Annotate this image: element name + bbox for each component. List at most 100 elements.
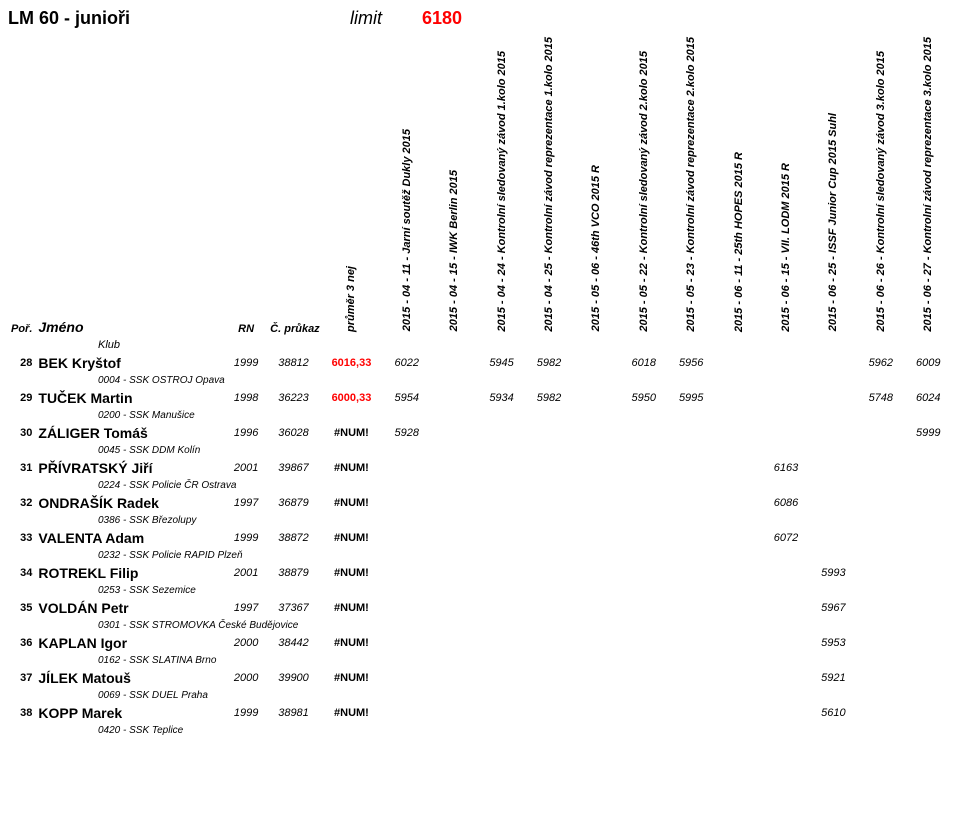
col-event-6: 2015 - 05 - 23 - Kontrolní závod repreze… xyxy=(667,35,714,337)
cell-event xyxy=(905,493,952,513)
cell-event: 5934 xyxy=(478,388,525,408)
cell-event xyxy=(905,528,952,548)
cell-event xyxy=(383,598,430,618)
cell-event xyxy=(573,458,620,478)
club-row: 0253 - SSK Sezemice xyxy=(8,583,952,598)
table-row: 30ZÁLIGER Tomáš199636028#NUM!59285999 xyxy=(8,423,952,443)
table-row: 29TUČEK Martin1998362236000,335954593459… xyxy=(8,388,952,408)
cell-event xyxy=(715,528,762,548)
cell-event xyxy=(383,493,430,513)
cell-event xyxy=(620,703,667,723)
cell-event xyxy=(383,458,430,478)
cell-event: 5748 xyxy=(857,388,904,408)
cell-event xyxy=(857,598,904,618)
table-body: 28BEK Kryštof1999388126016,3360225945598… xyxy=(8,353,952,738)
cell-event xyxy=(905,563,952,583)
cell-event xyxy=(478,423,525,443)
cell-event: 5610 xyxy=(810,703,857,723)
cell-event xyxy=(573,703,620,723)
cell-event xyxy=(620,598,667,618)
cell-event xyxy=(667,703,714,723)
cell-event xyxy=(667,633,714,653)
cell-event xyxy=(715,563,762,583)
cell-event xyxy=(715,668,762,688)
cell-rank: 28 xyxy=(8,353,35,373)
cell-rank: 36 xyxy=(8,633,35,653)
cell-event xyxy=(762,598,809,618)
cell-event xyxy=(715,353,762,373)
page-header: LM 60 - junioři limit 6180 xyxy=(8,8,952,29)
table-row: 31PŘÍVRATSKÝ Jiří200139867#NUM!6163 xyxy=(8,458,952,478)
cell-event xyxy=(620,633,667,653)
cell-event xyxy=(383,528,430,548)
cell-event: 5953 xyxy=(810,633,857,653)
cell-rank: 35 xyxy=(8,598,35,618)
cell-club: 0162 - SSK SLATINA Brno xyxy=(8,653,952,668)
cell-rn: 1999 xyxy=(225,703,267,723)
cell-event: 6018 xyxy=(620,353,667,373)
cell-event xyxy=(667,423,714,443)
cell-license: 38812 xyxy=(267,353,320,373)
cell-license: 36879 xyxy=(267,493,320,513)
cell-club: 0386 - SSK Březolupy xyxy=(8,513,952,528)
cell-event xyxy=(478,458,525,478)
cell-license: 38872 xyxy=(267,528,320,548)
cell-rn: 2000 xyxy=(225,633,267,653)
cell-event xyxy=(525,563,572,583)
cell-rank: 30 xyxy=(8,423,35,443)
cell-event: 5956 xyxy=(667,353,714,373)
club-row: 0420 - SSK Teplice xyxy=(8,723,952,738)
cell-event xyxy=(525,633,572,653)
cell-event xyxy=(905,668,952,688)
cell-event xyxy=(478,668,525,688)
cell-event xyxy=(430,423,477,443)
cell-event xyxy=(620,458,667,478)
cell-license: 38981 xyxy=(267,703,320,723)
cell-name: VALENTA Adam xyxy=(35,528,225,548)
cell-event xyxy=(383,668,430,688)
cell-rn: 1999 xyxy=(225,528,267,548)
klub-header-row: Klub xyxy=(8,337,952,353)
cell-event: 6072 xyxy=(762,528,809,548)
cell-event xyxy=(573,423,620,443)
table-row: 33VALENTA Adam199938872#NUM! 6072 xyxy=(8,528,952,548)
cell-event xyxy=(620,563,667,583)
cell-event: 5967 xyxy=(810,598,857,618)
cell-event: 5962 xyxy=(857,353,904,373)
cell-event: 6009 xyxy=(905,353,952,373)
cell-avg: #NUM! xyxy=(320,668,383,688)
cell-event xyxy=(525,493,572,513)
cell-avg: #NUM! xyxy=(320,493,383,513)
cell-event: 5982 xyxy=(525,388,572,408)
cell-event xyxy=(715,598,762,618)
cell-event xyxy=(762,388,809,408)
cell-rank: 33 xyxy=(8,528,35,548)
cell-event xyxy=(573,528,620,548)
cell-event xyxy=(573,353,620,373)
cell-event xyxy=(667,493,714,513)
cell-event xyxy=(478,633,525,653)
col-name: Jméno xyxy=(35,35,225,337)
cell-event xyxy=(383,563,430,583)
cell-event xyxy=(478,563,525,583)
cell-event xyxy=(478,703,525,723)
cell-event xyxy=(525,458,572,478)
cell-event xyxy=(620,423,667,443)
cell-event xyxy=(762,668,809,688)
cell-event xyxy=(620,668,667,688)
cell-rn: 2001 xyxy=(225,563,267,583)
cell-rn: 1997 xyxy=(225,493,267,513)
cell-name: KOPP Marek xyxy=(35,703,225,723)
cell-rn: 1999 xyxy=(225,353,267,373)
cell-event: 6024 xyxy=(905,388,952,408)
cell-event xyxy=(905,633,952,653)
cell-avg: #NUM! xyxy=(320,528,383,548)
cell-rn: 1996 xyxy=(225,423,267,443)
club-row: 0386 - SSK Březolupy xyxy=(8,513,952,528)
cell-event xyxy=(525,598,572,618)
cell-license: 38442 xyxy=(267,633,320,653)
cell-event xyxy=(573,493,620,513)
table-header-row: Poř. Jméno RN Č. průkazu průměr 3 nej 20… xyxy=(8,35,952,337)
cell-event xyxy=(430,633,477,653)
results-table: Poř. Jméno RN Č. průkazu průměr 3 nej 20… xyxy=(8,35,952,738)
